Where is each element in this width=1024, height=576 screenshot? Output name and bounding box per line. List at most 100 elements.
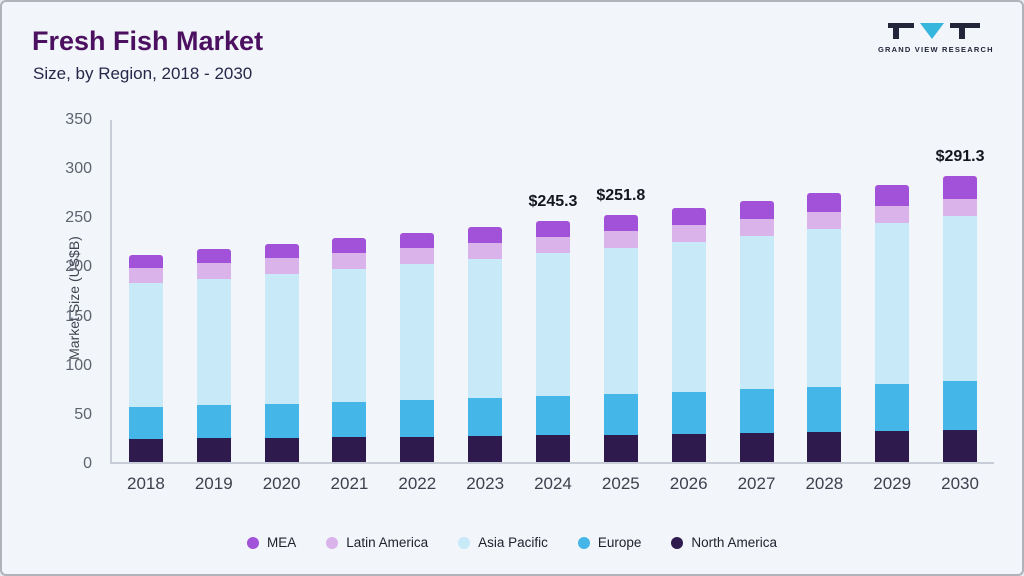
segment-asia-pacific-2028	[807, 229, 842, 387]
legend-marker-north-america	[671, 536, 684, 549]
segment-asia-pacific-2020	[264, 273, 299, 404]
legend: MEA Latin America Asia Pacific Europe North …	[2, 535, 1022, 550]
segment-asia-pacific-2024	[535, 253, 570, 397]
x-tick-2029: 2029	[873, 474, 912, 493]
segment-north-america-2022	[400, 436, 435, 462]
segment-asia-pacific-2023	[468, 258, 503, 398]
segment-mea-2029	[875, 185, 910, 206]
segment-mea-2025	[603, 214, 638, 232]
segment-mea-2024	[535, 221, 570, 238]
y-tick-250: 250	[65, 209, 92, 227]
segment-mea-2026	[671, 207, 706, 226]
bar-column-2018: 2018	[127, 120, 165, 493]
segment-latin-america-2018	[128, 268, 163, 284]
x-tick-2022: 2022	[398, 474, 437, 493]
segment-latin-america-2027	[739, 219, 774, 236]
y-tick-350: 350	[65, 111, 92, 128]
total-label-2024: $245.3	[528, 192, 578, 210]
segment-latin-america-2025	[603, 231, 638, 248]
segment-asia-pacific-2026	[671, 241, 706, 392]
segment-latin-america-2021	[332, 253, 367, 270]
segment-asia-pacific-2021	[332, 269, 367, 402]
segment-mea-2018	[128, 254, 163, 269]
x-tick-2018: 2018	[127, 474, 165, 493]
segment-latin-america-2029	[875, 205, 910, 223]
segment-latin-america-2020	[264, 258, 299, 274]
segment-mea-2019	[196, 249, 231, 264]
segment-mea-2030	[943, 175, 978, 199]
segment-asia-pacific-2018	[128, 283, 163, 408]
bar-2021	[332, 238, 367, 462]
bar-column-2029: 2029	[873, 120, 911, 493]
segment-latin-america-2026	[671, 225, 706, 242]
segment-mea-2023	[468, 227, 503, 243]
segment-europe-2021	[332, 401, 367, 438]
y-tick-300: 300	[65, 160, 92, 178]
total-label-2030: $291.3	[935, 147, 985, 165]
bar-column-2019: 2019	[195, 120, 233, 493]
segment-north-america-2029	[875, 431, 910, 462]
segment-europe-2023	[468, 398, 503, 436]
legend-marker-europe	[577, 536, 590, 549]
segment-europe-2024	[535, 396, 570, 436]
bar-2022	[400, 233, 435, 462]
legend-marker-mea	[247, 536, 260, 549]
bar-column-2028: 2028	[805, 120, 843, 493]
segment-latin-america-2030	[943, 198, 978, 216]
x-tick-2027: 2027	[737, 474, 776, 493]
segment-north-america-2018	[128, 438, 163, 462]
bar-column-2026: 2026	[670, 120, 708, 493]
x-tick-2024: 2024	[534, 474, 572, 493]
legend-label-europe: Europe	[597, 535, 642, 550]
segment-asia-pacific-2025	[603, 247, 638, 394]
segment-europe-2022	[400, 399, 435, 437]
bar-2028	[807, 193, 842, 462]
bar-2018	[128, 254, 163, 462]
segment-europe-2028	[807, 386, 842, 432]
legend-label-asia-pacific: Asia Pacific	[478, 535, 548, 550]
segment-north-america-2020	[264, 437, 299, 462]
segment-latin-america-2028	[807, 212, 842, 230]
legend-item-north-america: North America	[671, 535, 777, 550]
gvr-logo: GRAND VIEW RESEARCH	[878, 20, 993, 54]
legend-marker-latin-america	[326, 536, 339, 549]
segment-mea-2021	[332, 238, 367, 254]
bar-column-2022: 2022	[398, 120, 436, 493]
bar-column-2021: 2021	[331, 120, 368, 493]
x-tick-2026: 2026	[669, 474, 708, 493]
segment-north-america-2030	[943, 430, 978, 462]
bar-2026	[671, 207, 706, 462]
segment-north-america-2026	[671, 433, 706, 462]
bar-2020	[264, 243, 299, 462]
bar-2025	[603, 214, 638, 462]
x-tick-2020: 2020	[262, 474, 301, 493]
x-tick-2021: 2021	[330, 474, 369, 493]
segment-mea-2028	[807, 193, 842, 213]
x-tick-2019: 2019	[194, 474, 233, 493]
x-tick-2028: 2028	[805, 474, 844, 493]
segment-north-america-2025	[603, 434, 638, 462]
bar-column-2020: 2020	[263, 120, 301, 493]
y-tick-50: 50	[74, 405, 92, 423]
bar-2019	[196, 249, 231, 462]
segment-europe-2019	[196, 405, 231, 439]
segment-latin-america-2019	[196, 263, 231, 279]
segment-europe-2018	[128, 407, 163, 439]
y-tick-150: 150	[65, 307, 92, 325]
page-title: Fresh Fish Market	[32, 26, 264, 56]
x-tick-2025: 2025	[601, 474, 640, 493]
segment-mea-2022	[400, 233, 435, 249]
bar-2024	[535, 221, 570, 462]
segment-mea-2027	[739, 201, 774, 220]
segment-latin-america-2023	[468, 242, 503, 259]
segment-europe-2026	[671, 391, 706, 434]
segment-north-america-2024	[535, 435, 570, 462]
plot-area: 2018 2019 2020 2021 2022 2023 2024 $245.3 2025 $2…	[110, 120, 994, 493]
segment-north-america-2023	[468, 436, 503, 462]
bar-2023	[468, 227, 503, 462]
segment-europe-2025	[603, 393, 638, 435]
bar-2030	[943, 175, 978, 462]
bar-column-2023: 2023	[466, 120, 504, 493]
total-label-2025: $251.8	[596, 186, 646, 204]
